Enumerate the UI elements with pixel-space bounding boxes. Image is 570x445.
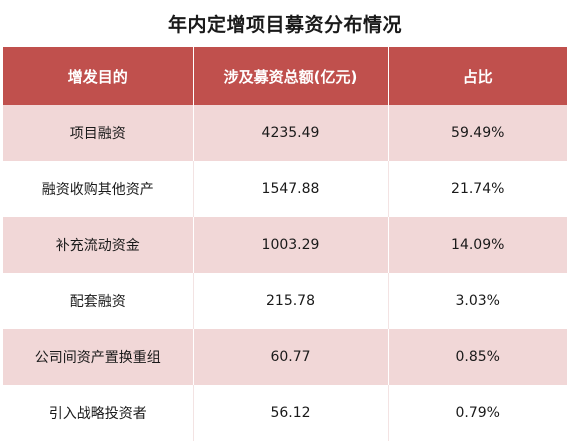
table-body: 项目融资 4235.49 59.49% 融资收购其他资产 1547.88 21.74% 补充… — [3, 105, 567, 441]
cell-purpose: 补充流动资金 — [55, 238, 140, 254]
header-row: 增发目的 涉及募资总额(亿元) 占比 — [3, 47, 567, 105]
cell-amount: 4235.49 — [192, 105, 388, 161]
table-header: 增发目的 涉及募资总额(亿元) 占比 — [3, 47, 567, 105]
cell-purpose: 融资收购其他资产 — [41, 182, 154, 198]
cell-share: 3.03% — [387, 273, 567, 329]
table-row: 项目融资 4235.49 59.49% — [3, 105, 567, 161]
cell-amount: 1547.88 — [192, 161, 388, 217]
table-row: 融资收购其他资产 1547.88 21.74% — [3, 161, 567, 217]
cell-purpose: 项目融资 — [69, 126, 126, 142]
column-header-amount: 涉及募资总额(亿元) — [192, 47, 388, 105]
cell-share: 21.74% — [387, 161, 567, 217]
table-row: 引入战略投资者 56.12 0.79% — [3, 385, 567, 441]
cell-share: 0.85% — [387, 329, 567, 385]
cell-amount: 56.12 — [192, 385, 388, 441]
table-title: 年内定增项目募资分布情况 — [167, 14, 402, 36]
column-header-share: 占比 — [387, 47, 567, 105]
cell-share: 59.49% — [387, 105, 567, 161]
table-row: 补充流动资金 1003.29 14.09% — [3, 217, 567, 273]
table-row: 公司间资产置换重组 60.77 0.85% — [3, 329, 567, 385]
cell-purpose: 引入战略投资者 — [48, 406, 147, 422]
table-row: 配套融资 215.78 3.03% — [3, 273, 567, 329]
cell-share: 0.79% — [387, 385, 567, 441]
fundraising-table: 增发目的 涉及募资总额(亿元) 占比 项目融资 4235.49 59.49% 融资收购… — [3, 47, 567, 441]
cell-amount: 60.77 — [192, 329, 388, 385]
cell-purpose: 公司间资产置换重组 — [34, 350, 161, 366]
cell-amount: 215.78 — [192, 273, 388, 329]
cell-amount: 1003.29 — [192, 217, 388, 273]
cell-share: 14.09% — [387, 217, 567, 273]
cell-purpose: 配套融资 — [69, 294, 126, 310]
column-header-purpose: 增发目的 — [67, 67, 128, 86]
